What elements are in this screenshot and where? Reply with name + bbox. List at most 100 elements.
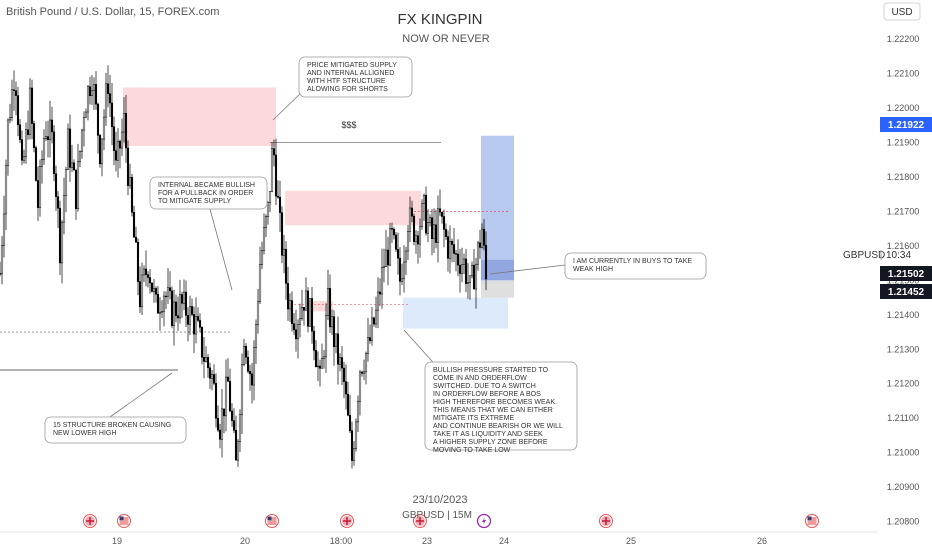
candle-body xyxy=(62,195,66,223)
candle-body xyxy=(334,333,338,347)
candle-body xyxy=(220,408,224,440)
candle-body xyxy=(14,90,18,96)
chart-subtitle: NOW OR NEVER xyxy=(402,33,489,45)
candle-body xyxy=(180,294,184,304)
price-tick-label: 1.22000 xyxy=(887,103,920,113)
candle-body xyxy=(250,373,254,386)
supply-zone xyxy=(285,190,421,226)
candle-body xyxy=(40,159,44,167)
candle-body xyxy=(412,215,416,242)
candle-body xyxy=(84,111,88,118)
candle-body xyxy=(136,241,140,282)
candle-body xyxy=(18,124,22,140)
candle-body xyxy=(186,315,190,325)
candle-body xyxy=(270,148,274,192)
candle-body xyxy=(294,329,298,340)
candle-body xyxy=(292,323,296,331)
candle-body xyxy=(72,162,76,171)
candle-body xyxy=(128,177,132,186)
callout-text-internal: INTERNAL BECAME BULLISH FOR A PULLBACK IN… xyxy=(158,182,255,205)
candle-body xyxy=(50,119,54,133)
us-flag-icon xyxy=(117,514,131,528)
candle-body xyxy=(440,212,444,217)
callout-box-bullish xyxy=(424,361,578,451)
price-badge-low xyxy=(880,284,932,299)
candle-body xyxy=(400,278,404,282)
candle-body xyxy=(252,347,256,386)
candle-body xyxy=(370,317,374,341)
candle-body xyxy=(266,202,270,217)
candle-body xyxy=(304,290,308,311)
symbol-description: British Pound / U.S. Dollar, 15, FOREX.c… xyxy=(6,6,219,18)
candle-body xyxy=(444,229,448,237)
candle-body xyxy=(70,162,74,168)
price-badge-current xyxy=(880,266,932,281)
currency-button[interactable] xyxy=(883,2,921,21)
candle-body xyxy=(416,235,420,245)
candle-body xyxy=(222,408,226,417)
candle-body xyxy=(216,417,220,431)
candle-body xyxy=(268,191,272,203)
candle-body xyxy=(318,365,322,369)
candle-body xyxy=(114,150,118,161)
candle-body xyxy=(352,448,356,461)
time-tick-label: 24 xyxy=(499,536,509,546)
candle-body xyxy=(346,393,350,416)
candle-body xyxy=(342,367,346,382)
candle-body xyxy=(326,288,330,316)
callout-box-supply xyxy=(298,56,413,98)
candle-body xyxy=(98,135,102,165)
candle-body xyxy=(450,241,454,245)
candle-body xyxy=(448,241,452,259)
candle-body xyxy=(248,371,252,375)
candle-body xyxy=(68,128,72,168)
candle-body xyxy=(152,288,156,292)
price-tick-label: 1.21300 xyxy=(887,344,920,354)
candle-body xyxy=(126,147,130,186)
price-tick-label: 1.20800 xyxy=(887,517,920,527)
candle-body xyxy=(58,207,62,264)
price-tick-label: 1.21600 xyxy=(887,241,920,251)
candle-body xyxy=(432,224,436,239)
candle-body xyxy=(202,357,206,362)
candle-body xyxy=(120,131,124,149)
candle-body xyxy=(388,228,392,266)
time-tick-label: 19 xyxy=(112,536,122,546)
candles-layer xyxy=(0,65,488,469)
candle-body xyxy=(122,113,126,133)
candle-body xyxy=(46,136,50,140)
callout-pointer-internal xyxy=(209,208,233,291)
candle-body xyxy=(360,371,364,374)
candle-body xyxy=(78,151,82,162)
candle-body xyxy=(32,123,36,148)
symbol-tag-name: GBPUSD xyxy=(843,250,885,261)
candle-body xyxy=(462,258,466,266)
candle-body xyxy=(436,208,440,243)
candle-body xyxy=(262,227,266,251)
candle-body xyxy=(384,249,388,267)
candle-body xyxy=(64,169,68,197)
callout-text-buys: I AM CURRENTLY IN BUYS TO TAKE WEAK HIGH xyxy=(573,258,692,273)
candle-body xyxy=(66,128,70,170)
candle-body xyxy=(380,267,384,295)
candle-body xyxy=(472,264,476,290)
candle-body xyxy=(406,231,410,252)
candle-body xyxy=(118,140,122,149)
time-axis[interactable]: 19 20 18:00 23 24 25 26 xyxy=(0,531,878,546)
candle-body xyxy=(354,421,358,449)
candle-body xyxy=(244,345,248,358)
candle-body xyxy=(54,173,58,197)
candle-body xyxy=(102,116,106,140)
candle-body xyxy=(168,287,172,292)
candle-body xyxy=(112,126,116,151)
candle-body xyxy=(260,250,264,265)
candle-body xyxy=(214,383,218,419)
candle-body xyxy=(356,400,360,423)
candle-body xyxy=(454,253,458,255)
candle-body xyxy=(4,165,8,215)
candle-body xyxy=(394,234,398,250)
demand-zone xyxy=(403,297,508,329)
candle-body xyxy=(150,282,154,292)
